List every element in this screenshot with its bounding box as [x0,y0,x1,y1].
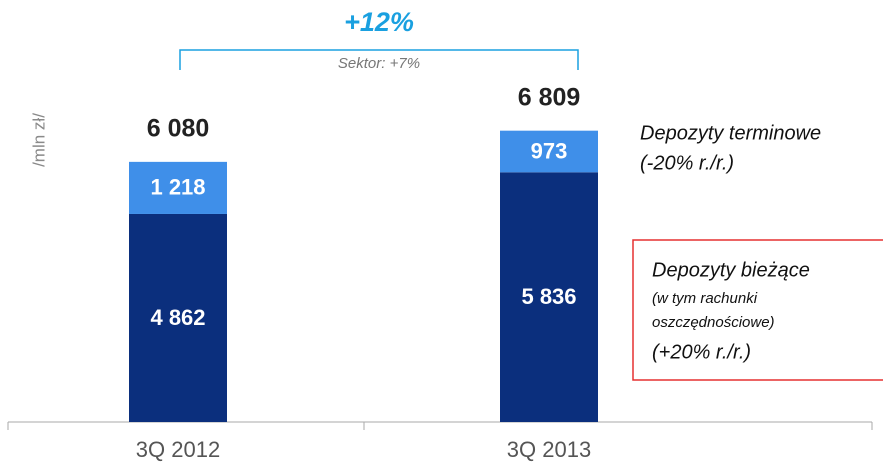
legend-box [632,239,883,381]
value-label: 973 [531,138,568,163]
legend-note: (-20% r./r.) [640,152,734,174]
legend-label: Depozyty bieżące [652,259,810,281]
legend-label: Depozyty terminowe [640,122,821,144]
total-label: 6 080 [147,114,210,142]
y-axis-label: /mln zł/ [29,113,48,167]
bar-segment [500,130,598,173]
legend-note: oszczędnościowe) [652,314,775,331]
total-label: 6 809 [518,83,581,111]
value-label: 4 862 [150,305,205,330]
growth-bracket [179,49,579,70]
bar-segment [129,213,227,422]
sector-note: Sektor: +7% [338,55,420,72]
value-label: 5 836 [521,284,576,309]
x-tick-label: 3Q 2013 [507,437,591,462]
bar-segment [500,172,598,422]
x-tick-label: 3Q 2012 [136,437,220,462]
value-label: 1 218 [150,175,205,200]
legend-note: (w tym rachunki [652,290,758,307]
legend-note: (+20% r./r.) [652,341,751,363]
bar-segment [129,161,227,214]
growth-label: +12% [344,7,414,37]
